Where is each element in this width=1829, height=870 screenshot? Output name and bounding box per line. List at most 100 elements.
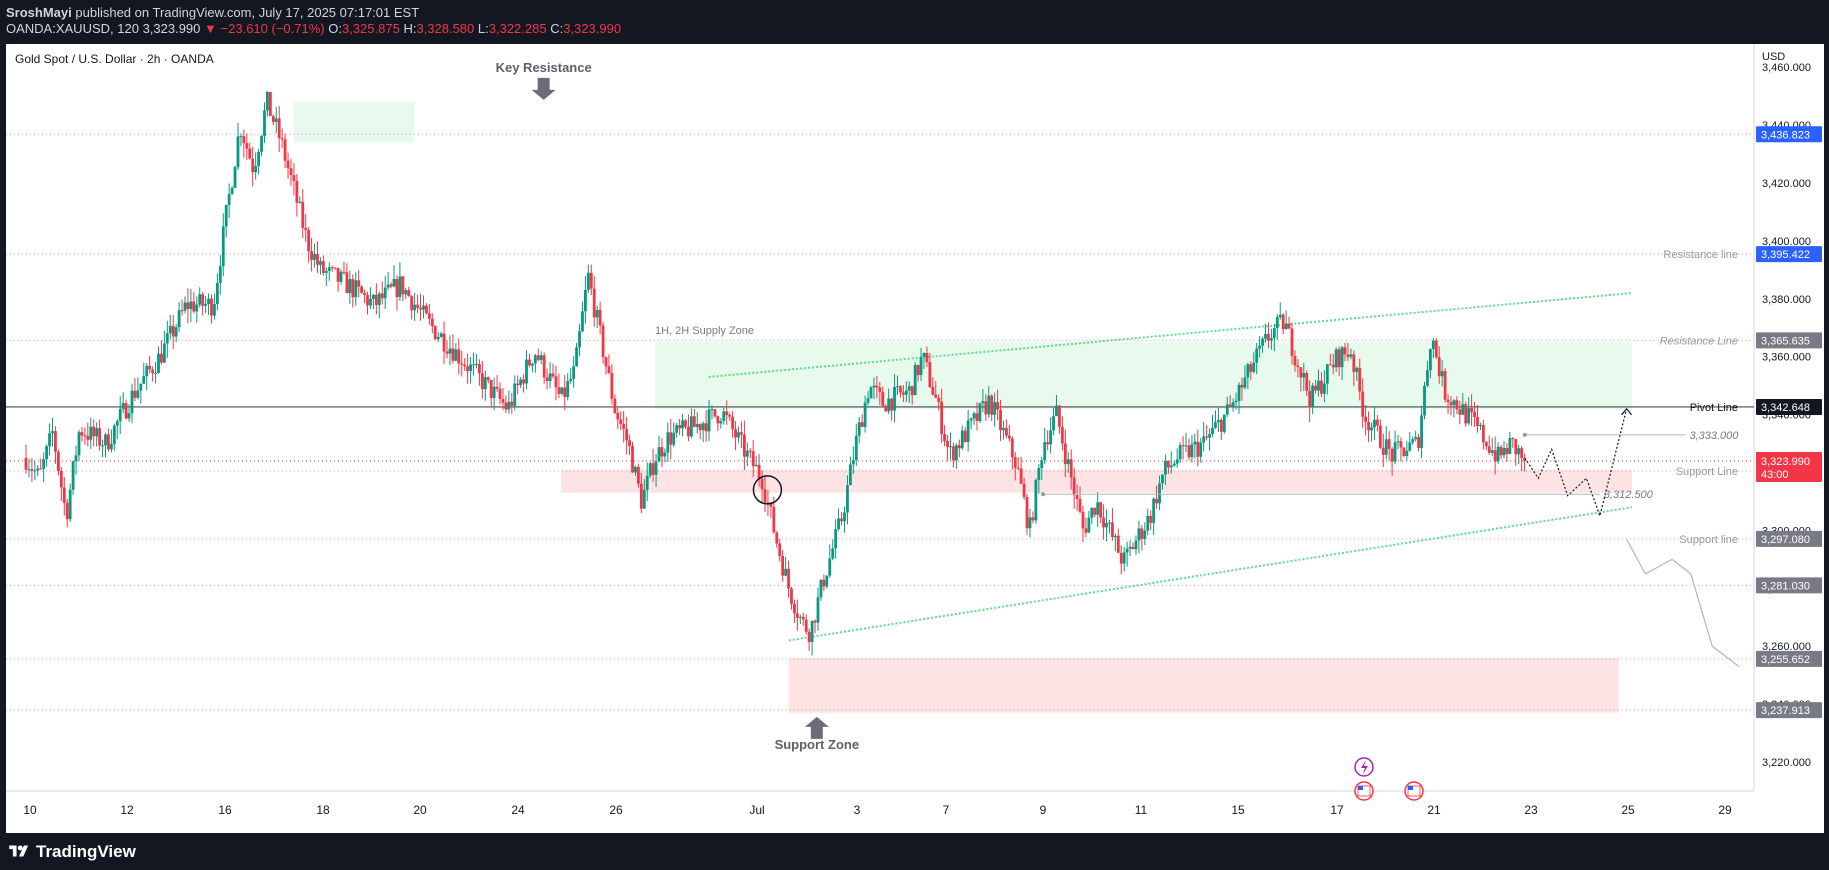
price-tick-label[interactable]: 3,220.000 [1762, 757, 1811, 769]
time-tick-label[interactable]: 3 [854, 803, 861, 817]
candle-body [298, 201, 302, 203]
candle-body [372, 294, 375, 299]
candle-body [1137, 528, 1141, 541]
candle-body [1490, 450, 1494, 453]
candle-body [922, 352, 926, 357]
candle-body [307, 230, 311, 252]
candle-body [1261, 338, 1264, 346]
candle-body [463, 364, 467, 367]
candle-body [1034, 479, 1038, 521]
chart-title: Gold Spot / U.S. Dollar · 2h · OANDA [15, 52, 214, 66]
time-tick-label[interactable]: 26 [609, 803, 623, 817]
candle-body [1479, 425, 1482, 427]
candle-body [581, 311, 584, 332]
time-tick-label[interactable]: 10 [23, 803, 37, 817]
time-tick-label[interactable]: 15 [1231, 803, 1245, 817]
candle-body [831, 548, 835, 559]
candle-body [1434, 340, 1438, 358]
candle-body [987, 395, 991, 415]
time-tick-label[interactable]: 25 [1621, 803, 1635, 817]
price-chart[interactable]: USD Gold Spot / U.S. Dollar · 2h · OANDA… [6, 44, 1824, 833]
candle-body [996, 402, 999, 410]
candle-body [949, 446, 952, 448]
candle-body [360, 286, 364, 293]
candle-body [634, 466, 637, 473]
time-tick-label[interactable]: 7 [943, 803, 950, 817]
time-tick-label[interactable]: 21 [1427, 803, 1441, 817]
candle-body [1219, 419, 1223, 432]
zone-rect [561, 469, 1632, 493]
price-tick-label[interactable]: 3,420.000 [1762, 178, 1811, 190]
time-tick-label[interactable]: 24 [511, 803, 525, 817]
candle-body [319, 261, 322, 265]
candle-body [124, 403, 128, 419]
price-tag-bg [1756, 398, 1822, 415]
candle-body [1281, 314, 1285, 330]
candle-body [242, 136, 246, 144]
price-tag-label: 3,281.030 [1761, 580, 1810, 592]
candle-body [1240, 384, 1244, 388]
publish-header: SroshMayi published on TradingView.com, … [0, 0, 1829, 44]
candle-body [1373, 419, 1376, 428]
candle-body [204, 304, 207, 306]
candle-body [236, 136, 240, 168]
time-tick-label[interactable]: 20 [413, 803, 427, 817]
candle-body [1228, 404, 1232, 407]
candle-body [1184, 445, 1188, 447]
candle-body [1055, 405, 1058, 417]
candle-body [1517, 448, 1521, 455]
candle-body [1040, 460, 1044, 469]
time-tick-label[interactable]: 29 [1718, 803, 1732, 817]
time-tick-label[interactable]: 17 [1330, 803, 1344, 817]
candle-body [1523, 458, 1527, 461]
price-tick-label[interactable]: 3,440.000 [1762, 120, 1811, 132]
candle-body [819, 579, 823, 598]
candle-body [301, 201, 305, 228]
price-tick-label[interactable]: 3,260.000 [1762, 641, 1811, 653]
candle-body [536, 355, 540, 361]
price-tick-label[interactable]: 3,460.000 [1762, 62, 1811, 74]
candle-body [843, 512, 846, 522]
candle-body [472, 364, 475, 366]
time-tick-label[interactable]: 18 [316, 803, 330, 817]
price-tick-label[interactable]: 3,380.000 [1762, 294, 1811, 306]
candle-body [1087, 517, 1091, 533]
candle-body [745, 450, 749, 457]
candle-body [56, 451, 60, 472]
time-tick-label[interactable]: Jul [749, 803, 764, 817]
candle-body [1481, 425, 1485, 443]
candle-body [112, 425, 116, 444]
candle-body [430, 318, 434, 327]
time-tick-label[interactable]: 12 [120, 803, 134, 817]
candle-body [419, 307, 422, 310]
chart-frame[interactable]: USD Gold Spot / U.S. Dollar · 2h · OANDA… [6, 44, 1824, 833]
time-tick-label[interactable]: 16 [218, 803, 232, 817]
candle-body [95, 428, 99, 437]
candle-body [425, 305, 428, 314]
time-axis[interactable]: 10 12 16 18 20 24 26 Jul 3 7 9 11 15 17 21 23 25 29 [23, 803, 1732, 817]
time-tick-label[interactable]: 9 [1040, 803, 1047, 817]
price-tick-label[interactable]: 3,360.000 [1762, 352, 1811, 364]
close-label: C: [550, 21, 564, 36]
candle-body [1420, 415, 1423, 448]
candle-body [1293, 356, 1297, 366]
author-name[interactable]: SroshMayi [6, 5, 72, 20]
candle-body [489, 380, 493, 398]
candle-body [1358, 367, 1362, 392]
candle-body [669, 432, 673, 445]
candle-body [68, 489, 72, 520]
tradingview-logo[interactable]: TradingView [8, 842, 136, 862]
candle-body [1334, 349, 1338, 368]
candle-body [480, 373, 484, 390]
candle-body [139, 383, 143, 391]
price-tick-label[interactable]: 3,400.000 [1762, 236, 1811, 248]
candle-body [875, 385, 879, 388]
candle-body [136, 390, 140, 398]
candle-body [348, 279, 352, 294]
candle-body [592, 288, 596, 318]
time-tick-label[interactable]: 11 [1135, 803, 1148, 817]
candle-body [801, 616, 805, 620]
candle-body [1255, 348, 1259, 363]
currency-label[interactable]: USD [1762, 51, 1785, 63]
time-tick-label[interactable]: 23 [1524, 803, 1538, 817]
